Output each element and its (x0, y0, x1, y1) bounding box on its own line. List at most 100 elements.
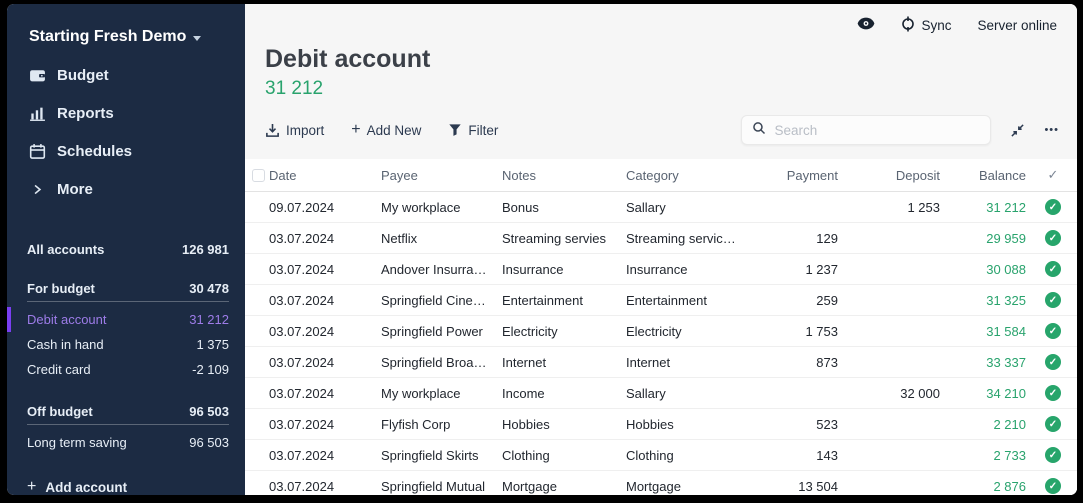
table-row[interactable]: 09.07.2024 My workplace Bonus Sallary 1 … (245, 192, 1077, 223)
more-options-button[interactable]: ••• (1044, 124, 1059, 136)
cell-payment[interactable]: 873 (816, 354, 838, 370)
cell-payment[interactable]: 259 (816, 292, 838, 308)
sidebar-item-cash-in-hand[interactable]: Cash in hand 1 375 (7, 332, 245, 357)
cleared-icon[interactable]: ✓ (1045, 385, 1061, 401)
cell-category[interactable]: Internet (626, 354, 671, 370)
cell-balance[interactable]: 29 959 (986, 230, 1026, 246)
cell-date[interactable]: 03.07.2024 (269, 354, 335, 370)
budget-file-menu[interactable]: Starting Fresh Demo (7, 28, 245, 46)
column-header-notes[interactable]: Notes (502, 167, 536, 183)
privacy-eye-button[interactable] (857, 17, 875, 33)
cell-balance[interactable]: 31 584 (986, 323, 1026, 339)
cell-category[interactable]: Insurrance (626, 261, 688, 277)
select-all-checkbox[interactable] (252, 168, 265, 182)
search-box[interactable] (741, 115, 992, 145)
cell-payee[interactable]: Springfield Cine… (381, 292, 486, 308)
search-input[interactable] (774, 122, 981, 138)
column-header-payment[interactable]: Payment (786, 167, 838, 183)
cell-date[interactable]: 03.07.2024 (269, 230, 335, 246)
cell-balance[interactable]: 33 337 (986, 354, 1026, 370)
cell-notes[interactable]: Streaming servies (502, 230, 607, 246)
cleared-icon[interactable]: ✓ (1045, 323, 1061, 339)
table-row[interactable]: 03.07.2024 Springfield Cine… Entertainme… (245, 285, 1077, 316)
cell-category[interactable]: Sallary (626, 199, 666, 215)
cell-date[interactable]: 03.07.2024 (269, 292, 335, 308)
column-header-balance[interactable]: Balance (979, 167, 1026, 183)
cell-category[interactable]: Clothing (626, 447, 674, 463)
cleared-icon[interactable]: ✓ (1045, 230, 1061, 246)
table-row[interactable]: 03.07.2024 Springfield Power Electricity… (245, 316, 1077, 347)
cell-deposit[interactable]: 32 000 (900, 385, 940, 401)
cell-date[interactable]: 09.07.2024 (269, 199, 335, 215)
cell-payee[interactable]: Springfield Power (381, 323, 483, 339)
cell-notes[interactable]: Electricity (502, 323, 558, 339)
table-row[interactable]: 03.07.2024 Springfield Broa… Internet In… (245, 347, 1077, 378)
sidebar-item-budget[interactable]: Budget (7, 56, 245, 94)
cell-payee[interactable]: Netflix (381, 230, 418, 246)
cell-payment[interactable]: 143 (816, 447, 838, 463)
sidebar-item-long-term-saving[interactable]: Long term saving 96 503 (7, 430, 245, 455)
cell-payee[interactable]: My workplace (381, 385, 461, 401)
column-header-category[interactable]: Category (626, 167, 679, 183)
account-balance[interactable]: 31 212 (265, 78, 324, 99)
cleared-icon[interactable]: ✓ (1045, 199, 1061, 215)
cell-payment[interactable]: 129 (816, 230, 838, 246)
cell-balance[interactable]: 34 210 (986, 385, 1026, 401)
server-status[interactable]: Server online (977, 17, 1057, 33)
cell-payee[interactable]: Springfield Broa… (381, 354, 487, 370)
add-account-button[interactable]: + Add account (7, 474, 245, 495)
cleared-icon[interactable]: ✓ (1045, 261, 1061, 277)
cell-notes[interactable]: Entertainment (502, 292, 583, 308)
cell-date[interactable]: 03.07.2024 (269, 323, 335, 339)
sidebar-group-off-budget[interactable]: Off budget 96 503 (27, 399, 229, 425)
cell-balance[interactable]: 2 876 (993, 478, 1026, 494)
cell-category[interactable]: Streaming servic… (626, 230, 736, 246)
cell-date[interactable]: 03.07.2024 (269, 447, 335, 463)
sidebar-item-more[interactable]: More (7, 170, 245, 208)
cell-balance[interactable]: 30 088 (986, 261, 1026, 277)
cell-notes[interactable]: Mortgage (502, 478, 557, 494)
table-row[interactable]: 03.07.2024 Springfield Mutual Mortgage M… (245, 471, 1077, 495)
table-row[interactable]: 03.07.2024 Flyfish Corp Hobbies Hobbies … (245, 409, 1077, 440)
cell-payee[interactable]: Andover Insurra… (381, 261, 487, 277)
cleared-icon[interactable]: ✓ (1045, 447, 1061, 463)
sidebar-item-reports[interactable]: Reports (7, 94, 245, 132)
cell-balance[interactable]: 31 212 (986, 199, 1026, 215)
cleared-icon[interactable]: ✓ (1045, 354, 1061, 370)
sidebar-item-credit-card[interactable]: Credit card -2 109 (7, 357, 245, 382)
cell-notes[interactable]: Hobbies (502, 416, 550, 432)
cell-payee[interactable]: My workplace (381, 199, 461, 215)
table-row[interactable]: 03.07.2024 Andover Insurra… Insurrance I… (245, 254, 1077, 285)
cell-category[interactable]: Entertainment (626, 292, 707, 308)
cell-category[interactable]: Hobbies (626, 416, 674, 432)
cleared-icon[interactable]: ✓ (1045, 478, 1061, 494)
cell-balance[interactable]: 2 733 (993, 447, 1026, 463)
cleared-icon[interactable]: ✓ (1045, 416, 1061, 432)
table-row[interactable]: 03.07.2024 Springfield Skirts Clothing C… (245, 440, 1077, 471)
cell-payee[interactable]: Flyfish Corp (381, 416, 451, 432)
cell-category[interactable]: Mortgage (626, 478, 681, 494)
cell-date[interactable]: 03.07.2024 (269, 416, 335, 432)
filter-button[interactable]: Filter (448, 123, 498, 138)
cell-notes[interactable]: Insurrance (502, 261, 564, 277)
sidebar-item-all-accounts[interactable]: All accounts 126 981 (7, 236, 245, 262)
cell-payment[interactable]: 1 237 (805, 261, 838, 277)
cell-payment[interactable]: 13 504 (798, 478, 838, 494)
cell-balance[interactable]: 31 325 (986, 292, 1026, 308)
cell-category[interactable]: Electricity (626, 323, 682, 339)
table-row[interactable]: 03.07.2024 Netflix Streaming servies Str… (245, 223, 1077, 254)
cell-balance[interactable]: 2 210 (993, 416, 1026, 432)
import-button[interactable]: Import (265, 123, 324, 138)
add-new-button[interactable]: + Add New (351, 121, 421, 139)
cell-notes[interactable]: Clothing (502, 447, 550, 463)
cell-payee[interactable]: Springfield Skirts (381, 447, 479, 463)
sync-button[interactable]: Sync (901, 16, 951, 35)
cell-payment[interactable]: 523 (816, 416, 838, 432)
column-header-payee[interactable]: Payee (381, 167, 418, 183)
cell-notes[interactable]: Income (502, 385, 545, 401)
table-row[interactable]: 03.07.2024 My workplace Income Sallary 3… (245, 378, 1077, 409)
sidebar-item-debit-account[interactable]: Debit account 31 212 (7, 307, 245, 332)
cell-date[interactable]: 03.07.2024 (269, 261, 335, 277)
cell-notes[interactable]: Bonus (502, 199, 539, 215)
column-header-date[interactable]: Date (269, 167, 297, 183)
